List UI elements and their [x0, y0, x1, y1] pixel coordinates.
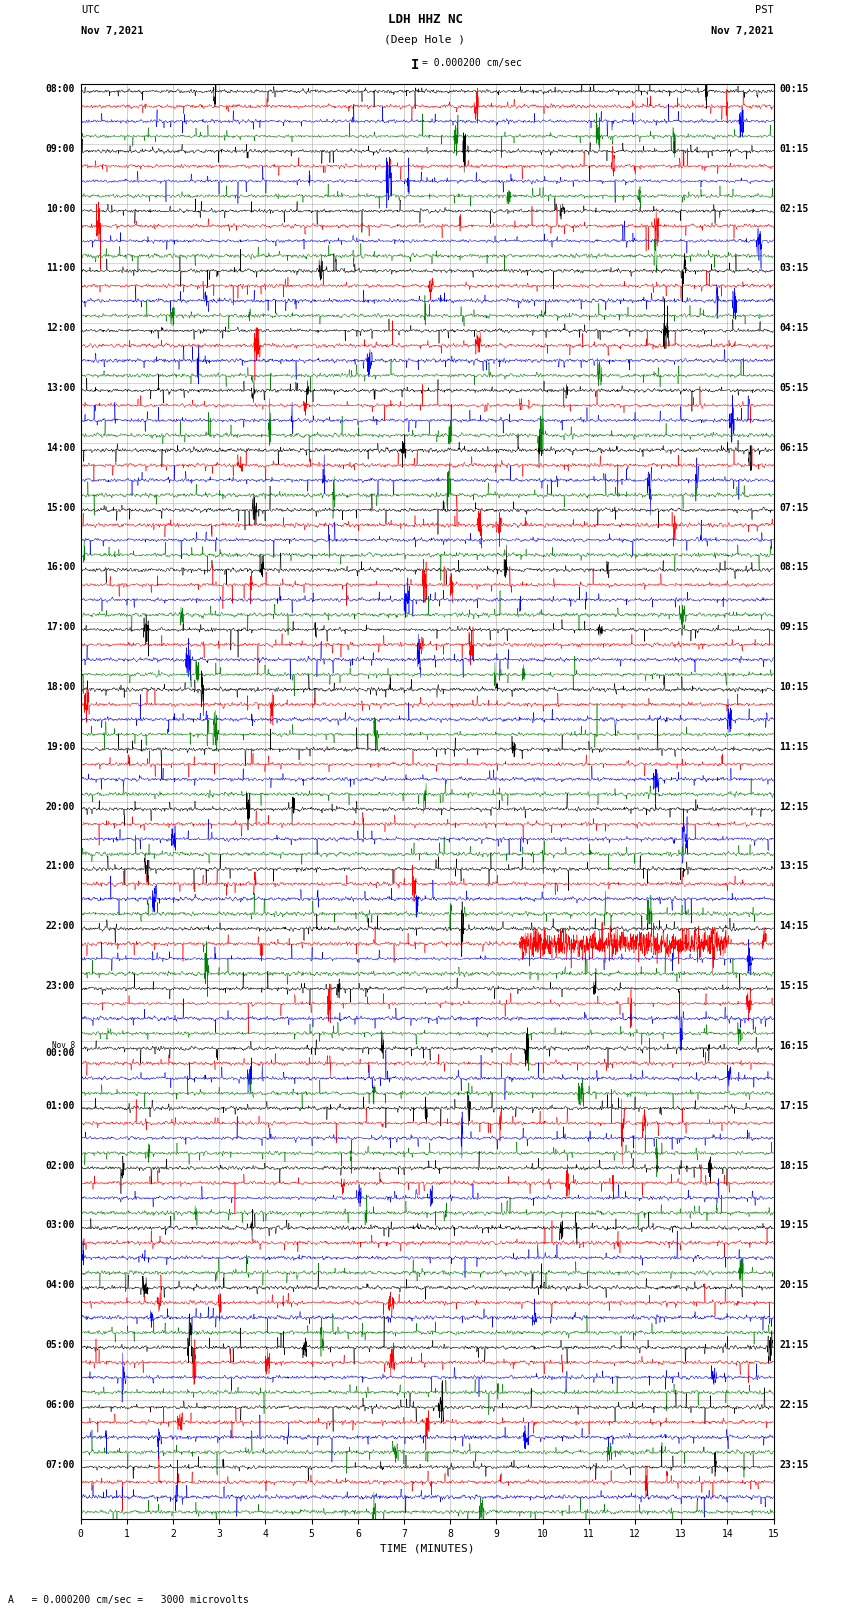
- Text: (Deep Hole ): (Deep Hole ): [384, 35, 466, 45]
- Text: 16:00: 16:00: [46, 563, 75, 573]
- Text: 07:00: 07:00: [46, 1460, 75, 1469]
- Text: Nov 7,2021: Nov 7,2021: [711, 26, 774, 35]
- Text: 19:15: 19:15: [779, 1221, 808, 1231]
- Text: 05:00: 05:00: [46, 1340, 75, 1350]
- Text: LDH HHZ NC: LDH HHZ NC: [388, 13, 462, 26]
- Text: 04:15: 04:15: [779, 323, 808, 334]
- Text: 20:00: 20:00: [46, 802, 75, 811]
- Text: UTC: UTC: [81, 5, 99, 15]
- Text: 13:00: 13:00: [46, 382, 75, 394]
- Text: 18:15: 18:15: [779, 1161, 808, 1171]
- Text: 19:00: 19:00: [46, 742, 75, 752]
- Text: 14:15: 14:15: [779, 921, 808, 931]
- Text: 11:00: 11:00: [46, 263, 75, 273]
- Text: 08:00: 08:00: [46, 84, 75, 94]
- Text: Nov 8: Nov 8: [52, 1040, 75, 1050]
- Text: 00:00: 00:00: [46, 1048, 75, 1058]
- Text: 21:15: 21:15: [779, 1340, 808, 1350]
- Text: 01:00: 01:00: [46, 1100, 75, 1111]
- Text: = 0.000200 cm/sec: = 0.000200 cm/sec: [422, 58, 522, 68]
- Text: 03:00: 03:00: [46, 1221, 75, 1231]
- Text: 12:00: 12:00: [46, 323, 75, 334]
- Text: 07:15: 07:15: [779, 503, 808, 513]
- Text: 21:00: 21:00: [46, 861, 75, 871]
- Text: 11:15: 11:15: [779, 742, 808, 752]
- X-axis label: TIME (MINUTES): TIME (MINUTES): [380, 1544, 474, 1553]
- Text: 14:00: 14:00: [46, 442, 75, 453]
- Text: A   = 0.000200 cm/sec =   3000 microvolts: A = 0.000200 cm/sec = 3000 microvolts: [8, 1595, 249, 1605]
- Text: 10:15: 10:15: [779, 682, 808, 692]
- Text: 06:15: 06:15: [779, 442, 808, 453]
- Text: 09:15: 09:15: [779, 623, 808, 632]
- Text: 03:15: 03:15: [779, 263, 808, 273]
- Text: 23:15: 23:15: [779, 1460, 808, 1469]
- Text: 15:15: 15:15: [779, 981, 808, 990]
- Text: 22:00: 22:00: [46, 921, 75, 931]
- Text: 12:15: 12:15: [779, 802, 808, 811]
- Text: 16:15: 16:15: [779, 1040, 808, 1052]
- Text: 15:00: 15:00: [46, 503, 75, 513]
- Text: 08:15: 08:15: [779, 563, 808, 573]
- Text: 18:00: 18:00: [46, 682, 75, 692]
- Text: 17:00: 17:00: [46, 623, 75, 632]
- Text: 10:00: 10:00: [46, 203, 75, 213]
- Text: 00:15: 00:15: [779, 84, 808, 94]
- Text: 01:15: 01:15: [779, 144, 808, 153]
- Text: 22:15: 22:15: [779, 1400, 808, 1410]
- Text: 06:00: 06:00: [46, 1400, 75, 1410]
- Text: 05:15: 05:15: [779, 382, 808, 394]
- Text: 23:00: 23:00: [46, 981, 75, 990]
- Text: Nov 7,2021: Nov 7,2021: [81, 26, 144, 35]
- Text: PST: PST: [755, 5, 774, 15]
- Text: 04:00: 04:00: [46, 1281, 75, 1290]
- Text: 20:15: 20:15: [779, 1281, 808, 1290]
- Text: 09:00: 09:00: [46, 144, 75, 153]
- Text: 02:15: 02:15: [779, 203, 808, 213]
- Text: I: I: [411, 58, 419, 71]
- Text: 13:15: 13:15: [779, 861, 808, 871]
- Text: 17:15: 17:15: [779, 1100, 808, 1111]
- Text: 02:00: 02:00: [46, 1161, 75, 1171]
